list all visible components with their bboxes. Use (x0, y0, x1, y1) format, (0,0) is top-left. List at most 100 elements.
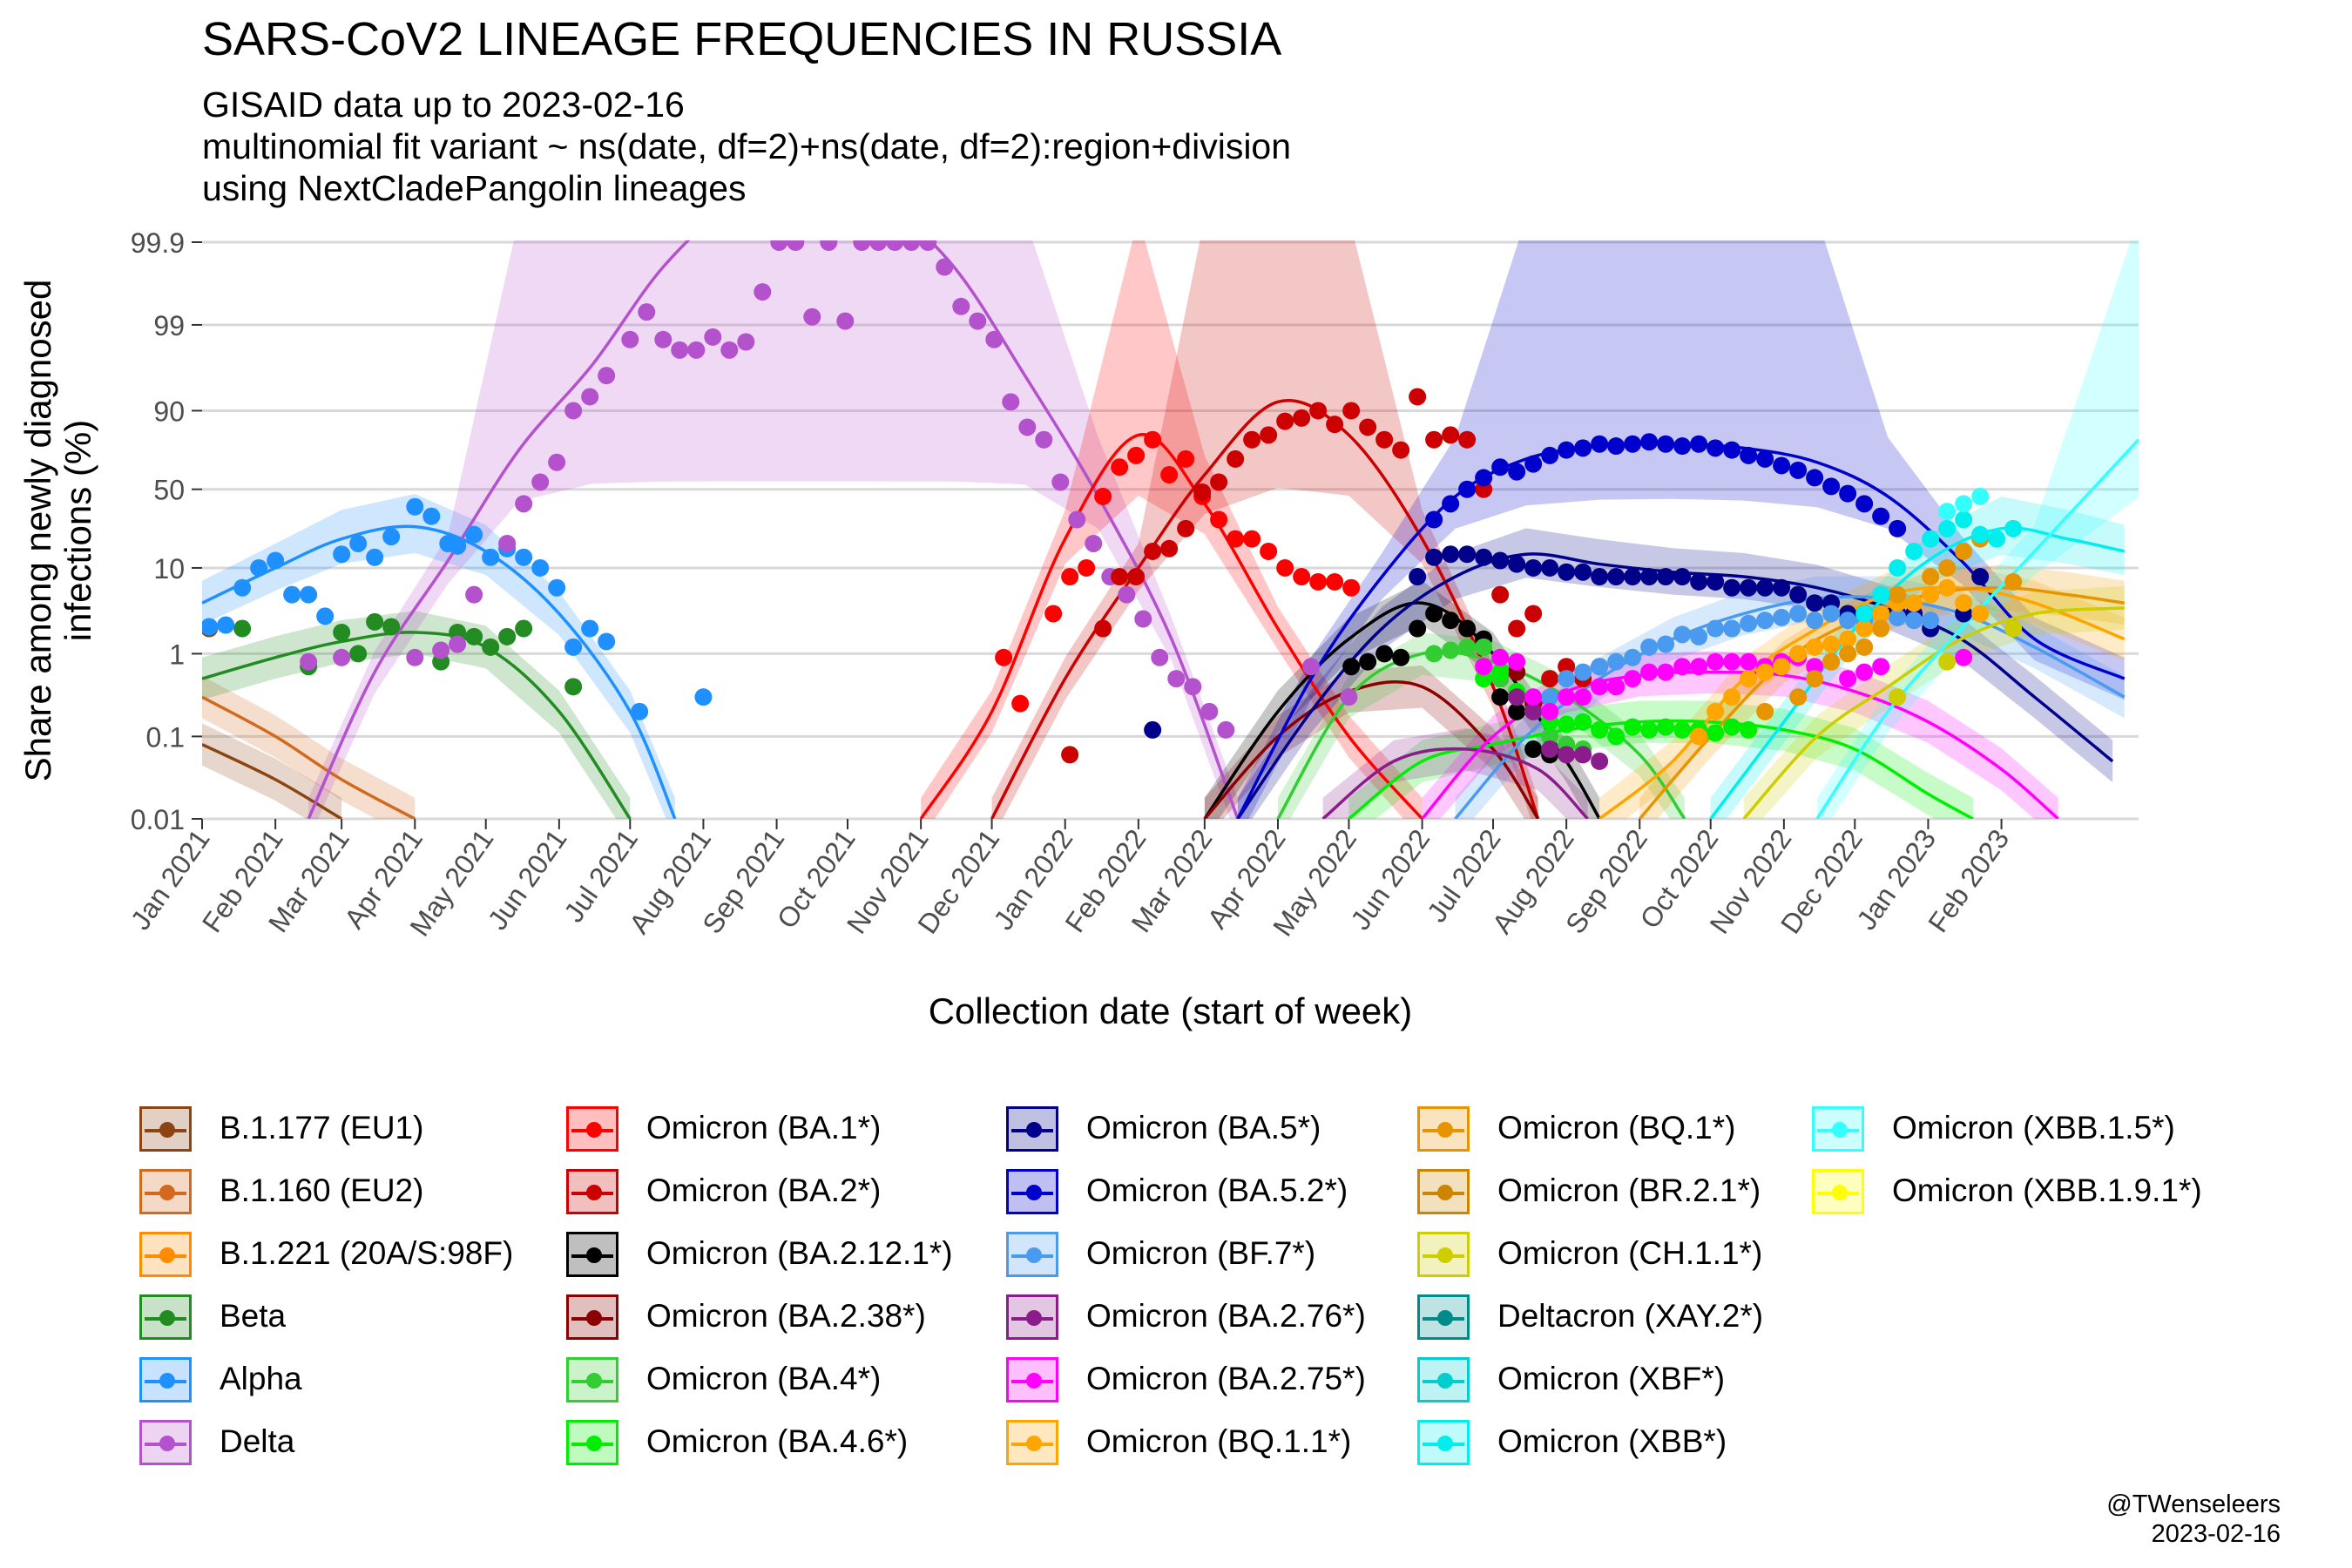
data-point (1889, 558, 1907, 577)
data-point (1508, 463, 1526, 481)
legend-key (566, 1232, 618, 1277)
data-point (217, 616, 235, 634)
legend-key-dot (1437, 1436, 1453, 1451)
data-point (1723, 718, 1741, 736)
data-point (1425, 605, 1443, 623)
data-point (1657, 568, 1675, 586)
data-point (1806, 638, 1824, 656)
data-point (1756, 449, 1774, 468)
data-point (1475, 548, 1493, 566)
data-point (1905, 612, 1923, 630)
data-point (1541, 740, 1559, 759)
data-point (1723, 578, 1741, 597)
data-point (1773, 658, 1791, 676)
fit-line (1709, 526, 2126, 819)
data-point (1955, 648, 1973, 666)
legend-key-dot (586, 1310, 602, 1326)
legend-key (1417, 1420, 1470, 1465)
data-point (1127, 446, 1146, 464)
legend-label: Deltacron (XAY.2*) (1497, 1298, 1764, 1334)
data-point (1707, 619, 1725, 638)
data-point (1051, 473, 1070, 491)
data-point (1276, 558, 1294, 577)
legend-key-dot (1026, 1373, 1042, 1389)
data-point (1773, 578, 1791, 597)
y-tick-label: 50 (153, 475, 185, 506)
data-point (333, 623, 351, 641)
data-point (1756, 663, 1774, 681)
data-point (1657, 718, 1675, 736)
data-point (1690, 572, 1708, 591)
data-point (2004, 619, 2023, 638)
data-point (694, 688, 713, 706)
y-tick-label: 1 (169, 639, 185, 670)
data-point (1558, 746, 1576, 764)
data-point (1541, 688, 1559, 706)
data-point (1855, 619, 1874, 638)
data-point (1640, 663, 1659, 681)
data-point (1134, 610, 1152, 628)
data-point (498, 627, 517, 645)
data-point (770, 240, 788, 251)
data-point (1184, 678, 1202, 696)
legend-label: Omicron (BA.4.6*) (646, 1423, 909, 1459)
legend-label: Omicron (BA.5.2*) (1086, 1173, 1348, 1208)
data-point (1167, 670, 1186, 688)
data-point (1789, 461, 1808, 479)
legend-key-dot (1026, 1310, 1042, 1326)
data-point (1922, 530, 1940, 548)
data-point (1707, 702, 1725, 720)
data-point (333, 545, 351, 564)
data-point (1260, 426, 1278, 444)
data-point (952, 297, 970, 315)
data-point (1740, 652, 1758, 671)
data-point (406, 497, 424, 516)
legend-label: Omicron (BA.4*) (646, 1361, 882, 1396)
data-point (1773, 608, 1791, 626)
data-point (1458, 430, 1477, 449)
data-point (1624, 568, 1642, 586)
data-point (1151, 648, 1169, 666)
legend-key (1417, 1232, 1470, 1277)
legend-key (139, 1169, 192, 1214)
data-point (1574, 713, 1592, 731)
legend-label: Omicron (CH.1.1*) (1497, 1235, 1763, 1271)
y-tick-label: 10 (153, 553, 185, 585)
data-point (1690, 727, 1708, 746)
data-point (548, 578, 566, 597)
data-point (1624, 648, 1642, 666)
data-point (1475, 469, 1493, 487)
data-point (1607, 568, 1625, 586)
data-point (1491, 648, 1510, 666)
data-point (1392, 648, 1410, 666)
data-point (515, 495, 533, 513)
data-point (1491, 585, 1510, 604)
data-point (564, 638, 583, 656)
data-point (687, 341, 706, 359)
data-point (1061, 746, 1079, 764)
data-point (671, 341, 689, 359)
data-point (1591, 720, 1609, 739)
data-point (1326, 416, 1344, 434)
legend-label: Omicron (XBB.1.9.1*) (1892, 1173, 2202, 1208)
data-point (1035, 430, 1053, 449)
data-point (1756, 578, 1774, 597)
data-point (1822, 652, 1841, 671)
data-point (449, 635, 467, 653)
legend-label: Omicron (XBF*) (1497, 1361, 1726, 1396)
data-point (1971, 568, 1990, 586)
data-point (1673, 437, 1692, 456)
fit-line (202, 631, 632, 819)
data-point (1094, 487, 1112, 505)
data-point (1210, 510, 1228, 529)
data-point (1872, 605, 1890, 623)
legend-label: Omicron (BA.2*) (646, 1173, 882, 1208)
data-point (1822, 635, 1841, 653)
data-point (969, 312, 987, 330)
data-point (1018, 418, 1037, 436)
data-point (1442, 612, 1460, 630)
data-point (548, 453, 566, 471)
data-point (1177, 449, 1195, 468)
data-point (1905, 542, 1923, 560)
